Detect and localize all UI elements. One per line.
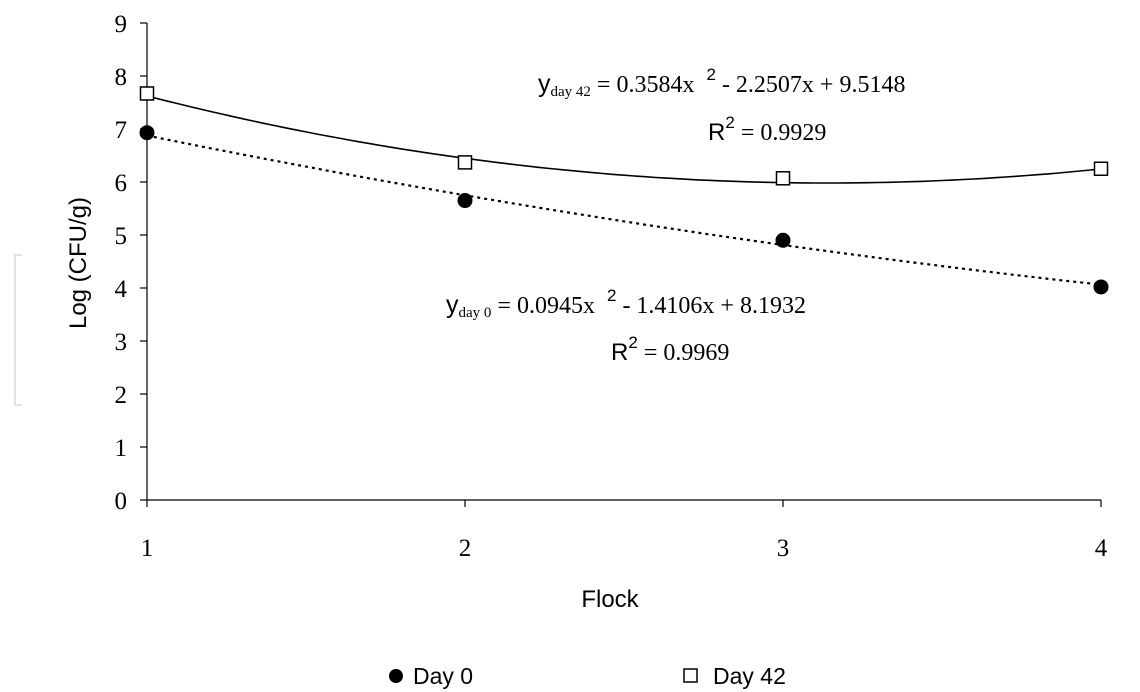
point-day-0: [457, 193, 473, 209]
legend: Day 0 Day 42: [389, 663, 786, 689]
svg-text:R2 = 0.9969: R2 = 0.9969: [611, 333, 729, 366]
equation-day-42: yday 42 = 0.3584x 2 - 2.2507x + 9.5148: [538, 65, 905, 100]
y-tick-label: 2: [115, 382, 128, 409]
x-axis-label: Flock: [581, 586, 639, 613]
r2-42-label: R: [708, 119, 725, 146]
data-points: [139, 86, 1109, 295]
r2-42-sup: 2: [725, 113, 734, 132]
eq42-part2: - 2.2507x + 9.5148: [716, 72, 906, 98]
left-edge-bracket: [14, 254, 22, 406]
x-tick-label: 2: [459, 535, 472, 562]
equation-day-0: yday 0 = 0.0945x 2 - 1.4106x + 8.1932: [446, 286, 806, 321]
legend-item-day-42: Day 42: [683, 663, 786, 689]
eq42-y: y: [538, 70, 551, 98]
y-axis-label: Log (CFU/g): [65, 197, 92, 329]
y-tick-label: 4: [115, 276, 128, 303]
eq42-part1: = 0.3584x: [591, 72, 695, 98]
y-tick-label: 0: [115, 488, 128, 515]
x-tick-label: 1: [141, 535, 154, 562]
r2-0-value: = 0.9969: [638, 340, 730, 366]
x-tick-label: 4: [1095, 535, 1108, 562]
legend-marker-square: [683, 668, 698, 683]
point-day-0: [1093, 279, 1109, 295]
trendline-day-0: [146, 134, 1102, 286]
eq42-sub: day 42: [551, 84, 591, 100]
r2-42-value: = 0.9929: [735, 120, 827, 146]
r2-0-label: R: [611, 339, 628, 366]
point-day-0: [775, 232, 791, 248]
x-ticks: 1 2 3 4: [141, 500, 1108, 562]
legend-item-day-0: Day 0: [389, 663, 473, 689]
eq0-part1: = 0.0945x: [491, 293, 595, 319]
legend-label-day-0: Day 0: [413, 663, 473, 689]
y-tick-label: 3: [115, 329, 128, 356]
axes: [146, 23, 1101, 501]
y-tick-label: 1: [115, 435, 128, 462]
r-squared-day-42: R2 = 0.9929: [708, 113, 826, 146]
eq0-part2: - 1.4106x + 8.1932: [616, 293, 806, 319]
point-day-42: [139, 86, 155, 101]
point-day-42: [1093, 161, 1109, 176]
r-squared-day-0: R2 = 0.9969: [611, 333, 729, 366]
eq42-sup: 2: [706, 65, 715, 84]
point-day-42: [775, 171, 791, 186]
trendline-day-42: [146, 95, 1102, 184]
point-day-0: [139, 125, 155, 141]
eq0-y: y: [446, 291, 459, 319]
y-tick-label: 7: [115, 117, 128, 144]
svg-text:R2 = 0.9929: R2 = 0.9929: [708, 113, 826, 146]
eq0-sup: 2: [607, 286, 616, 305]
y-ticks: 0 1 2 3 4 5 6 7 8 9: [115, 11, 147, 515]
legend-label-day-42: Day 42: [713, 663, 786, 689]
y-tick-label: 9: [115, 11, 128, 38]
y-tick-label: 8: [115, 64, 128, 91]
y-tick-label: 6: [115, 170, 128, 197]
eq0-sub: day 0: [459, 305, 492, 321]
y-tick-label: 5: [115, 223, 128, 250]
r2-0-sup: 2: [628, 333, 637, 352]
x-tick-label: 3: [777, 535, 790, 562]
point-day-42: [457, 155, 473, 170]
legend-marker-circle: [389, 669, 403, 683]
